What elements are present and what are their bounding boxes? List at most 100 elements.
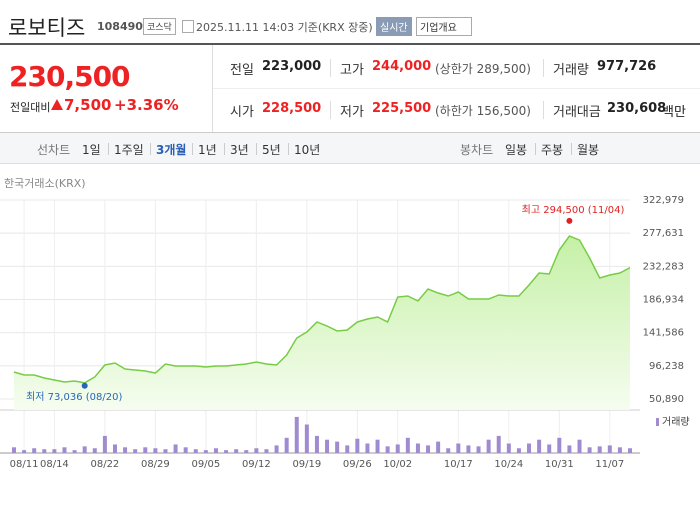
volume-bar [628,448,632,453]
stat-value: 977,726 [597,59,657,74]
tab[interactable]: 3년 [230,143,249,157]
x-tick-label: 09/05 [191,459,220,470]
y-tick-label: 322,979 [643,195,684,206]
stock-code: 108490 [97,20,143,33]
volume-bar [72,450,77,453]
volume-bar [335,441,340,453]
realtime-button[interactable]: 실시간 [376,17,412,36]
change-pct: +3.36% [114,96,179,114]
tab[interactable]: 일봉 [505,143,528,157]
volume-bar [436,441,441,453]
price-area [14,236,630,410]
legend-label: 거래량 [662,416,690,428]
volume-bar [294,416,299,453]
volume-bar [496,435,501,453]
y-tick-label: 96,238 [649,361,684,372]
volume-bar [284,437,289,453]
stat-value: 223,000 [262,59,322,74]
volume-bar [244,450,249,453]
volume-bar [203,450,208,453]
volume-bar [32,448,37,453]
y-tick-label: 141,586 [643,328,684,339]
calendar-icon [182,20,194,33]
stat-note: (상한가 289,500) [435,62,531,76]
volume-bar [385,446,390,453]
volume-bar [345,445,350,453]
y-tick-label: 277,631 [643,228,684,239]
tab[interactable]: 10년 [294,143,321,157]
tab-bar [0,133,700,164]
x-tick-label: 08/11 [10,459,39,470]
tab[interactable]: 5년 [262,143,281,157]
volume-bar [62,447,67,453]
tab[interactable]: 3개월 [156,143,187,157]
stat-label: 거래대금 [553,105,601,120]
up-arrow [51,99,63,110]
volume-bar [224,450,229,453]
stat-label: 거래량 [553,63,589,78]
volume-bar [325,439,330,453]
high-label: 최고 294,500 (11/04) [522,204,625,216]
tab[interactable]: 월봉 [577,143,600,157]
volume-bar [304,424,309,453]
divider [192,143,193,155]
x-tick-label: 08/29 [141,459,170,470]
market-badge: 코스닥 [143,18,176,35]
volume-bar [426,445,431,453]
volume-bar [365,443,370,453]
divider [0,43,700,45]
stat-label: 시가 [230,105,254,120]
volume-bar [163,449,168,453]
volume-bar [112,444,117,453]
tab-group-label: 선차트 [37,143,71,157]
x-tick-label: 09/19 [292,459,321,470]
stat-label: 전일 [230,63,254,78]
divider [256,143,257,155]
tab[interactable]: 주봉 [541,143,564,157]
divider [330,101,331,119]
volume-bar [375,439,380,453]
tab[interactable]: 1일 [82,143,101,157]
tab-group-label: 봉차트 [460,143,494,157]
x-tick-label: 08/22 [90,459,119,470]
volume-bar [446,448,451,453]
volume-bar [153,448,158,453]
tab[interactable]: 1주일 [114,143,144,157]
volume-bar [486,439,491,453]
volume-bar [456,443,461,453]
stat-label: 고가 [340,63,364,78]
stat-value: 225,500 [372,101,432,116]
divider [543,101,544,119]
volume-bar [234,449,239,453]
y-tick-label: 50,890 [649,394,684,405]
volume-bar [102,435,107,453]
tab[interactable]: 1년 [198,143,217,157]
volume-bar [415,443,420,453]
x-tick-label: 10/02 [383,459,412,470]
volume-bar [193,449,198,453]
volume-bar [133,449,138,453]
volume-bar [314,435,319,453]
stock-name: 로보티즈 [8,16,86,40]
stat-unit: 백만 [662,105,686,120]
volume-bar [557,437,562,453]
current-price: 230,500 [9,60,131,93]
volume-bar [264,449,269,453]
divider [330,59,331,77]
company-dropdown[interactable]: 기업개요 [416,17,472,36]
source: 한국거래소(KRX) [4,177,86,190]
stat-value: 244,000 [372,59,432,74]
divider [535,143,536,155]
volume-bar [173,444,178,453]
low-marker [81,382,88,389]
divider [212,45,213,132]
stat-note: (하한가 156,500) [435,104,531,118]
volume-bar [143,447,148,453]
high-marker [566,217,573,224]
stat-label: 저가 [340,105,364,120]
divider [150,143,151,155]
volume-bar [607,445,612,453]
volume-bar [254,448,259,453]
divider [108,143,109,155]
